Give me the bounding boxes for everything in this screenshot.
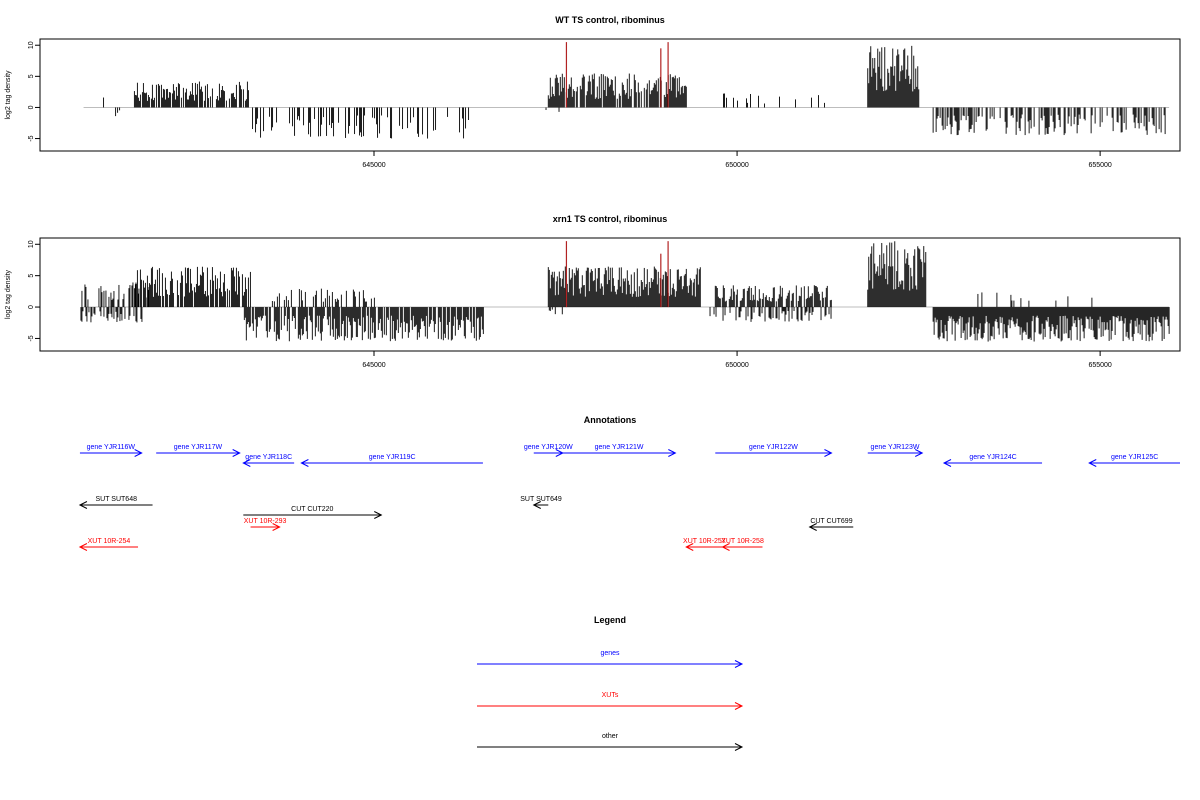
legend-arrowhead xyxy=(734,702,744,710)
feature-label: gene YJR123W xyxy=(871,444,920,451)
feature-label: gene YJR119C xyxy=(369,454,416,461)
y-tick-label: -5 xyxy=(28,335,35,341)
feature-label: CUT CUT220 xyxy=(291,506,333,513)
y-tick-label: 10 xyxy=(28,41,35,49)
feature-gene-yjr125c: gene YJR125C xyxy=(1088,454,1180,467)
feature-label: XUT 10R-293 xyxy=(244,518,287,525)
feature-label: SUT SUT648 xyxy=(95,496,137,503)
y-tick-label: 0 xyxy=(28,105,35,109)
feature-label: gene YJR121W xyxy=(595,444,644,451)
legend-title: Legend xyxy=(594,615,626,625)
feature-arrowhead xyxy=(668,449,677,457)
feature-label: XUT 10R-257 xyxy=(683,538,726,545)
x-tick-label: 645000 xyxy=(362,362,385,369)
feature-arrowhead xyxy=(942,459,952,467)
legend-label: genes xyxy=(600,650,620,657)
x-tick-label: 655000 xyxy=(1088,362,1111,369)
panel-title: WT TS control, ribominus xyxy=(555,15,665,25)
feature-arrowhead xyxy=(242,459,251,467)
coverage-bars xyxy=(103,42,1166,139)
plot-frame xyxy=(39,38,1181,152)
x-tick-label: 645000 xyxy=(362,162,385,169)
feature-gene-yjr118c: gene YJR118C xyxy=(242,454,295,467)
feature-arrowhead xyxy=(685,543,694,551)
y-tick-label: 5 xyxy=(28,274,35,278)
feature-label: gene YJR118C xyxy=(245,454,292,461)
feature-cut-cut220: CUT CUT220 xyxy=(243,506,383,519)
legend: Legend genes XUTs other xyxy=(477,615,744,751)
feature-label: XUT 10R-254 xyxy=(88,538,131,545)
feature-arrowhead xyxy=(78,501,88,509)
feature-gene-yjr122w: gene YJR122W xyxy=(715,444,833,457)
feature-xut-10r-254: XUT 10R-254 xyxy=(78,538,139,551)
y-tick-label: 5 xyxy=(28,74,35,78)
feature-gene-yjr116w: gene YJR116W xyxy=(79,444,143,457)
feature-arrowhead xyxy=(532,501,541,509)
feature-gene-yjr120w: gene YJR120W xyxy=(524,444,573,457)
annotations-track: Annotations gene YJR116W gene YJR117W gene… xyxy=(78,415,1180,551)
feature-label: gene YJR117W xyxy=(174,444,223,451)
legend-item-genes: genes xyxy=(477,650,744,668)
feature-arrowhead xyxy=(915,449,924,457)
feature-arrowhead xyxy=(808,523,817,531)
plot-frame xyxy=(39,237,1181,352)
xrn1-coverage-panel: xrn1 TS control, ribominus log2 tag dens… xyxy=(5,214,1181,369)
legend-label: XUTs xyxy=(602,692,619,699)
feature-arrowhead xyxy=(134,449,143,457)
feature-label: CUT CUT699 xyxy=(810,518,852,525)
feature-arrowhead xyxy=(721,543,730,551)
feature-sut-sut648: SUT SUT648 xyxy=(78,496,153,509)
feature-label: gene YJR125C xyxy=(1111,454,1158,461)
feature-label: gene YJR124C xyxy=(969,454,1016,461)
legend-item-xuts: XUTs xyxy=(477,692,744,710)
y-tick-label: 0 xyxy=(28,305,35,309)
coverage-bars xyxy=(80,241,1170,342)
feature-arrowhead xyxy=(78,543,88,551)
feature-xut-10r-257: XUT 10R-257 xyxy=(683,538,726,551)
feature-label: gene YJR120W xyxy=(524,444,573,451)
legend-label: other xyxy=(602,733,619,740)
legend-arrowhead xyxy=(734,743,744,751)
feature-gene-yjr124c: gene YJR124C xyxy=(942,454,1043,467)
feature-cut-cut699: CUT CUT699 xyxy=(808,518,854,531)
annotations-title: Annotations xyxy=(584,415,637,425)
feature-arrowhead xyxy=(1088,459,1097,467)
feature-sut-sut649: SUT SUT649 xyxy=(520,496,562,509)
feature-label: gene YJR122W xyxy=(749,444,798,451)
feature-gene-yjr121w: gene YJR121W xyxy=(562,444,677,457)
x-tick-label: 655000 xyxy=(1088,162,1111,169)
feature-label: SUT SUT649 xyxy=(520,496,562,503)
panel-title: xrn1 TS control, ribominus xyxy=(553,214,668,224)
x-tick-label: 650000 xyxy=(725,362,748,369)
x-tick-label: 650000 xyxy=(725,162,748,169)
feature-gene-yjr119c: gene YJR119C xyxy=(300,454,483,467)
feature-arrowhead xyxy=(374,511,383,519)
feature-gene-yjr123w: gene YJR123W xyxy=(867,444,924,457)
y-tick-label: 10 xyxy=(28,240,35,248)
wt-coverage-panel: WT TS control, ribominus log2 tag densit… xyxy=(5,15,1181,169)
y-tick-label: -5 xyxy=(28,135,35,141)
feature-gene-yjr117w: gene YJR117W xyxy=(156,444,241,457)
feature-arrowhead xyxy=(232,449,241,457)
feature-xut-10r-258: XUT 10R-258 xyxy=(721,538,764,551)
feature-arrowhead xyxy=(300,459,309,467)
y-axis-label: log2 tag density xyxy=(5,70,12,120)
feature-xut-10r-293: XUT 10R-293 xyxy=(244,518,287,531)
feature-arrowhead xyxy=(824,449,833,457)
feature-label: gene YJR116W xyxy=(87,444,136,451)
feature-label: XUT 10R-258 xyxy=(721,538,764,545)
feature-arrowhead xyxy=(272,523,281,531)
legend-item-other: other xyxy=(477,733,744,751)
y-axis-label: log2 tag density xyxy=(5,269,12,319)
legend-arrowhead xyxy=(734,660,744,668)
